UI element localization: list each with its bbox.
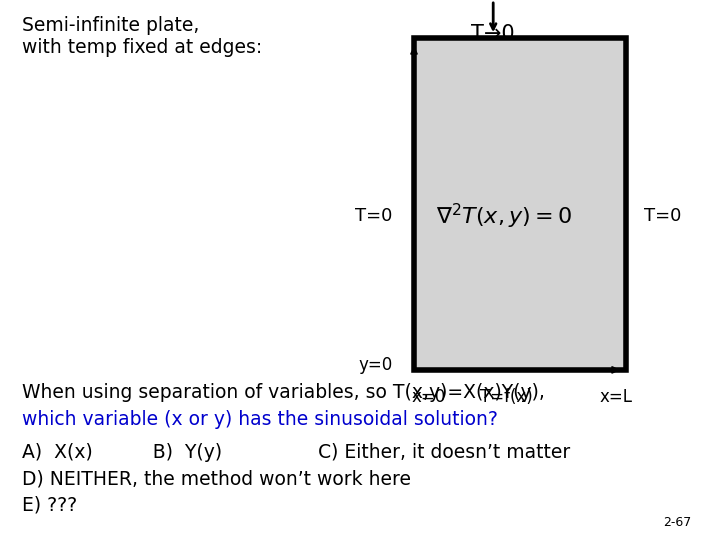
Text: $\nabla^2 T(x,y) = 0$: $\nabla^2 T(x,y) = 0$ <box>436 201 572 231</box>
Text: D) NEITHER, the method won’t work here: D) NEITHER, the method won’t work here <box>22 470 410 489</box>
Text: Semi-infinite plate,
with temp fixed at edges:: Semi-infinite plate, with temp fixed at … <box>22 16 262 57</box>
Text: T=f(x): T=f(x) <box>480 388 533 406</box>
Text: T=0: T=0 <box>355 207 392 225</box>
Text: A)  X(x)          B)  Y(y)                C) Either, it doesn’t matter: A) X(x) B) Y(y) C) Either, it doesn’t ma… <box>22 443 570 462</box>
Text: y=0: y=0 <box>358 355 392 374</box>
Text: When using separation of variables, so T(x,y)=X(x)Y(y),: When using separation of variables, so T… <box>22 383 544 402</box>
Text: x=0: x=0 <box>411 388 446 406</box>
Text: T=0: T=0 <box>644 207 682 225</box>
Text: E) ???: E) ??? <box>22 495 77 514</box>
Bar <box>414 38 626 370</box>
Text: 2-67: 2-67 <box>663 516 691 529</box>
Text: T→0: T→0 <box>472 24 515 44</box>
Text: x=L: x=L <box>599 388 632 406</box>
Text: which variable (x or y) has the sinusoidal solution?: which variable (x or y) has the sinusoid… <box>22 410 498 429</box>
